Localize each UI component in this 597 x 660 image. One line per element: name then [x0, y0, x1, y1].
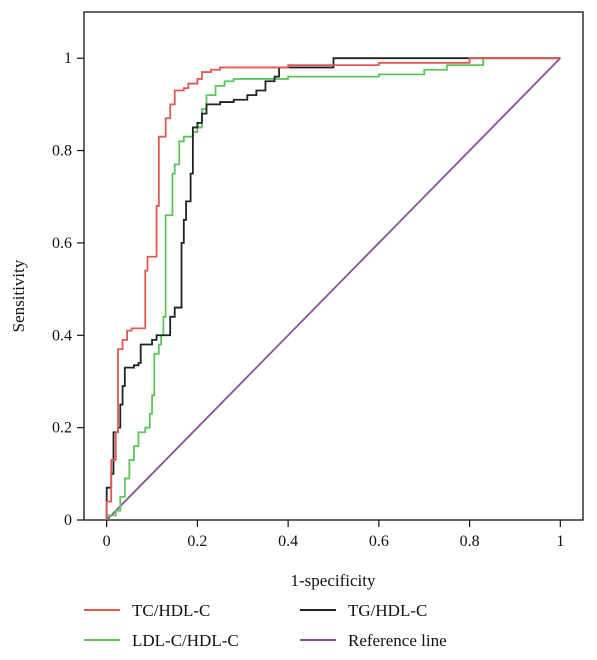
y-tick-label: 0.2 [52, 420, 72, 437]
x-tick-label: 0.4 [278, 533, 298, 550]
series-line-reference-line [106, 57, 561, 521]
y-tick-label: 1 [64, 50, 72, 67]
y-tick-label: 0.6 [52, 235, 72, 252]
y-axis-title: Sensitivity [9, 259, 28, 332]
legend-label-tc-hdl-c: TC/HDL-C [132, 601, 210, 620]
legend-label-reference-line: Reference line [348, 631, 447, 650]
legend-label-ldl-c-hdl-c: LDL-C/HDL-C [132, 631, 239, 650]
y-tick-label: 0 [64, 512, 72, 529]
y-tick-label: 0.8 [52, 143, 72, 160]
x-tick-label: 0 [103, 533, 111, 550]
plot-frame [83, 11, 584, 521]
series-layer [105, 57, 561, 521]
x-tick-label: 0.8 [460, 533, 480, 550]
series-line-ldl-c-hdl-c [105, 57, 561, 520]
legend-label-tg-hdl-c: TG/HDL-C [348, 601, 427, 620]
y-tick-label: 0.4 [52, 327, 72, 344]
x-axis: 0 0.2 0.4 0.6 0.8 1 [103, 520, 564, 550]
x-tick-label: 0.6 [369, 533, 389, 550]
x-axis-title: 1-specificity [291, 571, 376, 590]
x-tick-label: 0.2 [187, 533, 207, 550]
legend: TC/HDL-C TG/HDL-C LDL-C/HDL-C Reference lin… [84, 601, 447, 650]
x-tick-label: 1 [556, 533, 564, 550]
y-axis: 0 0.2 0.4 0.6 0.8 1 [52, 50, 84, 529]
series-line-tc-hdl-c [105, 57, 561, 520]
series-line-tg-hdl-c [105, 57, 561, 520]
